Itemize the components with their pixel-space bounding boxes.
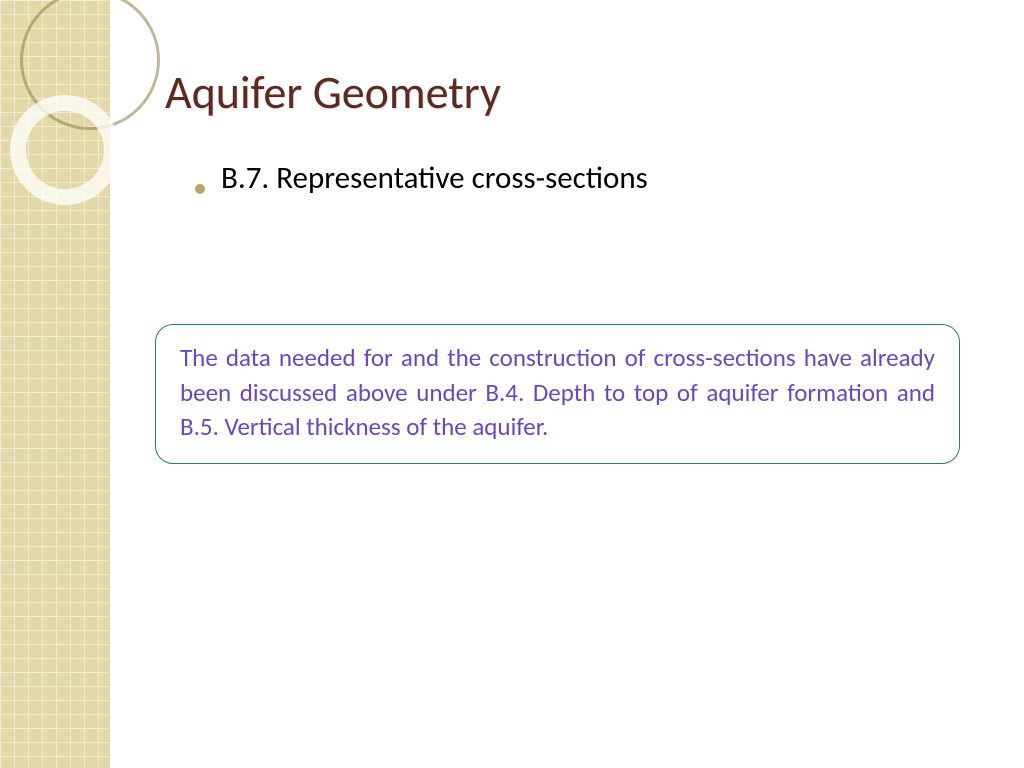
decorative-circle-ring: [10, 95, 120, 205]
slide-content: Aquifer Geometry B.7. Representative cro…: [165, 65, 984, 197]
bullet-label-b: cross-sections: [472, 159, 648, 197]
bullet-item: B.7. Representative cross-sections: [165, 159, 984, 197]
bullet-label-a: Representative: [276, 159, 471, 197]
info-callout-box: The data needed for and the construction…: [155, 324, 960, 464]
bullet-dot-icon: [195, 184, 205, 194]
slide-title: Aquifer Geometry: [165, 65, 984, 121]
bullet-text: B.7. Representative cross-sections: [221, 159, 648, 197]
bullet-number: B.7.: [221, 159, 269, 197]
